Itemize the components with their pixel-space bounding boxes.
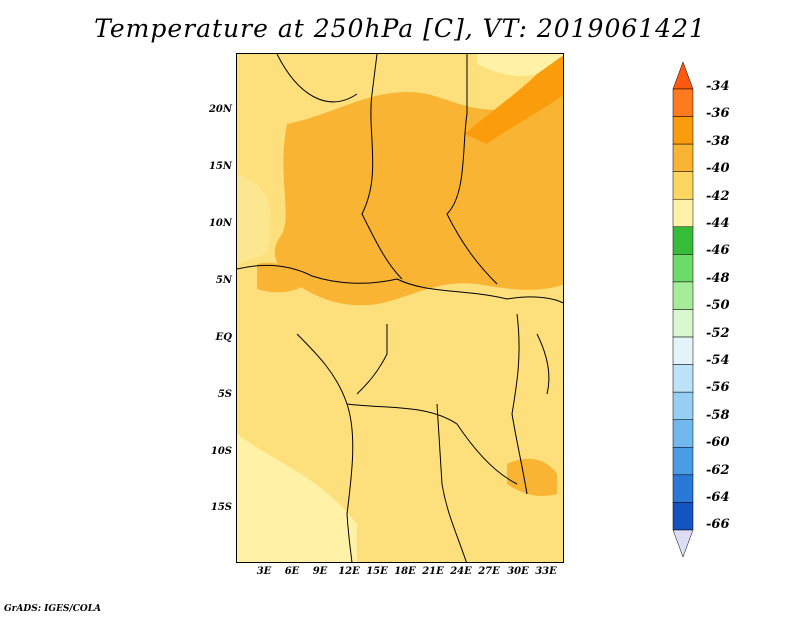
lon-label-9e: 9E [312, 566, 328, 577]
colorbar-label: -64 [706, 490, 730, 505]
colorbar-cell [672, 143, 694, 172]
field-warm-west-coast [257, 262, 307, 293]
lon-label-12e: 12E [338, 566, 360, 577]
colorbar-cell [672, 364, 694, 393]
colorbar-cell [672, 171, 694, 200]
colorbar-label: -36 [706, 106, 730, 122]
lon-label-27e: 27E [478, 566, 500, 577]
field-light-north [477, 54, 563, 76]
field-light-west [237, 174, 271, 264]
lon-label-3e: 3E [256, 566, 272, 577]
lon-label-30e: 30E [507, 566, 529, 577]
lat-label-5s: 5S [217, 389, 232, 400]
lat-label-15s: 15S [210, 502, 232, 513]
grads-credit: GrADS: IGES/COLA [4, 604, 102, 614]
colorbar-cell [672, 254, 694, 283]
colorbar-label: -42 [706, 188, 730, 204]
lon-label-24e: 24E [450, 566, 472, 577]
field-warmer-northeast [465, 55, 563, 144]
colorbar-cell [672, 336, 694, 365]
colorbar-label: -58 [706, 407, 730, 423]
colorbar-cells [672, 88, 694, 531]
colorbar-cell [672, 116, 694, 145]
colorbar-label: -50 [706, 298, 730, 314]
lat-label-5n: 5N [215, 275, 232, 286]
lon-label-21e: 21E [422, 566, 444, 577]
colorbar-bottom-arrow [672, 529, 694, 558]
lat-label-eq: EQ [215, 332, 232, 343]
colorbar-cell [672, 309, 694, 338]
map-canvas [237, 54, 563, 562]
colorbar-label: -46 [706, 243, 730, 259]
colorbar-label: -34 [706, 79, 730, 94]
colorbar-top-arrow [672, 62, 694, 90]
field-warm-east [507, 458, 557, 496]
lon-label-6e: 6E [284, 566, 300, 577]
lat-label-15n: 15N [208, 161, 232, 172]
colorbar-cell [672, 419, 694, 448]
colorbar-label: -66 [706, 517, 730, 533]
colorbar-cell [672, 502, 694, 531]
colorbar-label: -60 [706, 435, 730, 451]
colorbar-label: -38 [706, 133, 730, 149]
colorbar-cell [672, 281, 694, 310]
lon-label-18e: 18E [394, 566, 416, 577]
colorbar-label: -48 [706, 270, 730, 286]
colorbar-cell [672, 474, 694, 503]
colorbar [672, 62, 694, 558]
lon-label-33e: 33E [535, 566, 557, 577]
lat-label-10n: 10N [208, 218, 232, 229]
lon-label-15e: 15E [366, 566, 388, 577]
country-boundaries [237, 54, 563, 562]
lat-label-20n: 20N [208, 104, 232, 115]
colorbar-label: -56 [706, 380, 730, 396]
temperature-map [236, 53, 564, 563]
map-title: Temperature at 250hPa [C], VT: 201906142… [94, 14, 706, 43]
colorbar-label: -52 [706, 325, 730, 341]
colorbar-label: -54 [706, 353, 730, 368]
colorbar-label: -44 [706, 216, 730, 231]
lat-label-10s: 10S [210, 446, 232, 457]
field-warm-sahel [274, 92, 563, 306]
colorbar-cell [672, 447, 694, 476]
colorbar-label: -40 [706, 161, 730, 177]
colorbar-cell [672, 391, 694, 420]
colorbar-cell [672, 198, 694, 228]
colorbar-label: -62 [706, 462, 730, 478]
field-light-southwest [237, 434, 357, 562]
colorbar-cell [672, 226, 694, 255]
colorbar-cell [672, 88, 694, 117]
